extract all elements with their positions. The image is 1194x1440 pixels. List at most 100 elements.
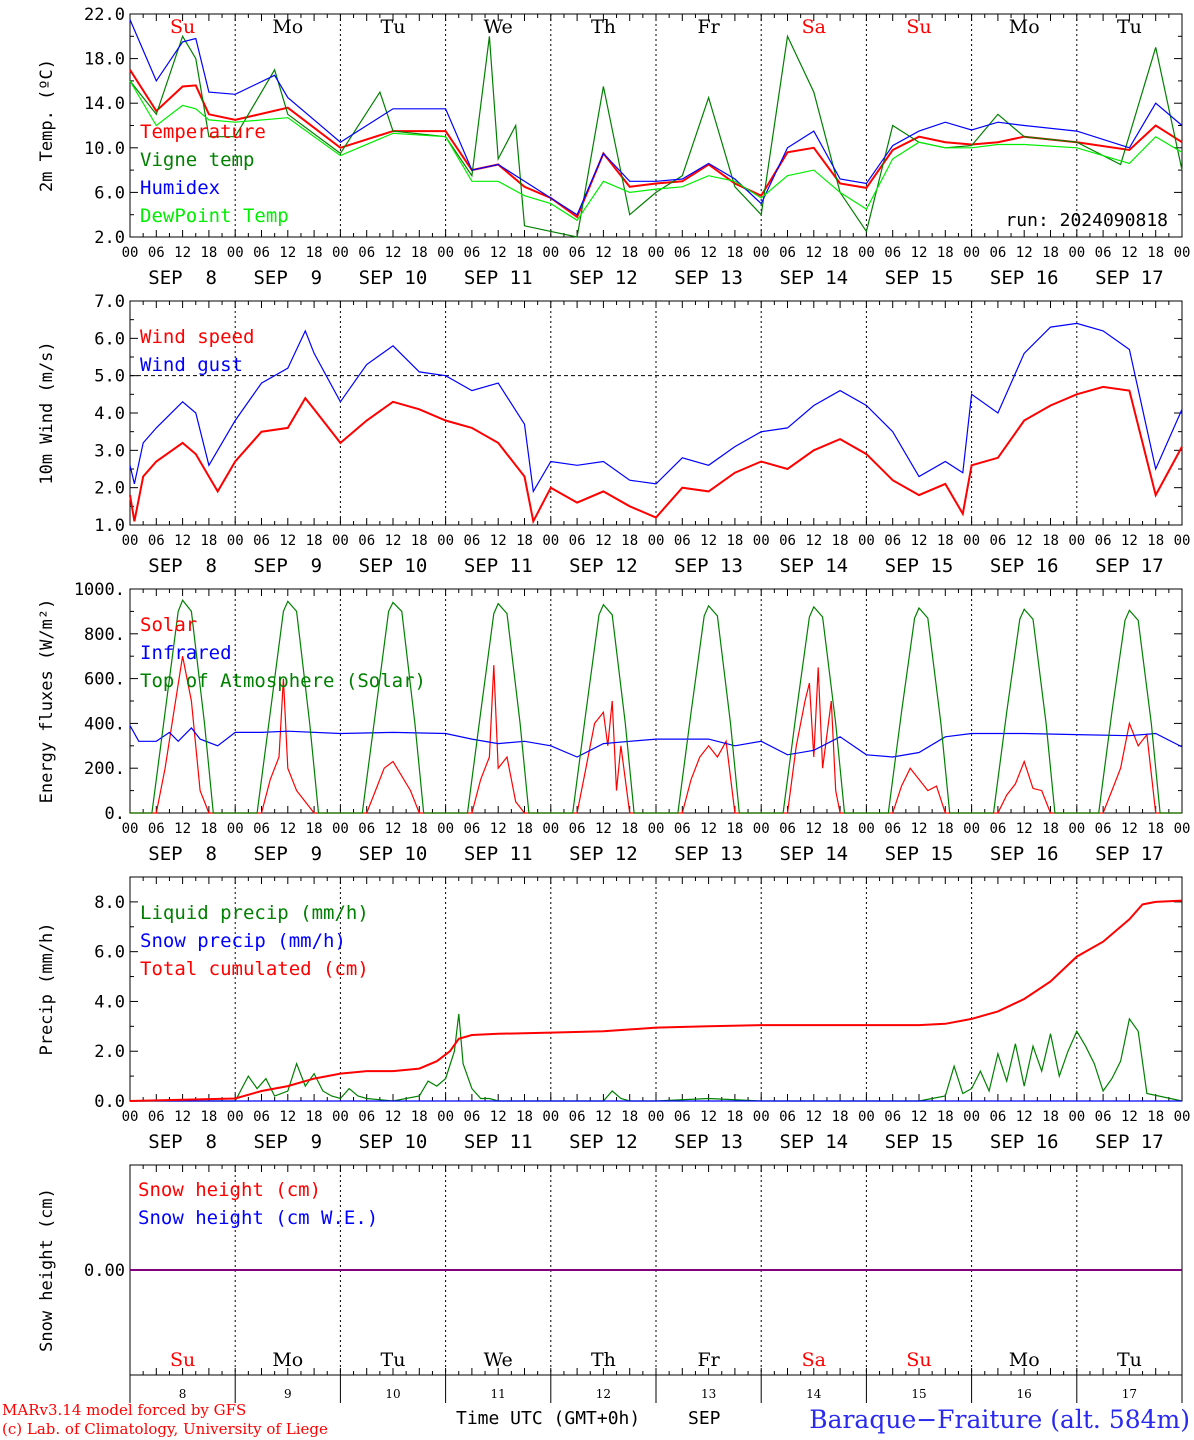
date-label: SEP 16	[990, 1131, 1059, 1153]
hour-label: 00	[437, 245, 454, 261]
day-name-bottom: Tu	[1117, 1349, 1142, 1371]
hour-label: 00	[648, 533, 665, 549]
y-tick-label: 800.	[84, 625, 125, 645]
date-label: SEP 16	[990, 843, 1059, 865]
y-tick-label: 0.	[105, 804, 125, 824]
day-number: 8	[179, 1387, 187, 1401]
day-name-bottom: Su	[906, 1349, 931, 1371]
hour-label: 12	[490, 1109, 507, 1125]
hour-label: 06	[569, 1109, 586, 1125]
legend-entry: Wind gust	[140, 354, 243, 376]
hour-label: 06	[253, 1109, 270, 1125]
date-label: SEP 15	[885, 555, 954, 577]
y-tick-label: 200.	[84, 759, 125, 779]
legend-entry: Total cumulated (cm)	[140, 958, 369, 980]
date-label: SEP 11	[464, 843, 533, 865]
hour-label: 18	[937, 533, 954, 549]
date-label: SEP 11	[464, 1131, 533, 1153]
series-line-3	[130, 599, 1182, 814]
y-tick-label: 10.0	[84, 139, 125, 159]
hour-label: 18	[832, 1109, 849, 1125]
hour-label: 12	[911, 245, 928, 261]
hour-label: 18	[516, 533, 533, 549]
model-credit: MARv3.14 model forced by GFS	[2, 1401, 246, 1419]
hour-label: 00	[1174, 245, 1191, 261]
hour-label: 12	[174, 245, 191, 261]
y-tick-label: 0.0	[94, 1092, 125, 1112]
hour-label: 12	[385, 533, 402, 549]
date-label: SEP 14	[779, 843, 848, 865]
hour-label: 18	[306, 1109, 323, 1125]
day-name-bottom: Tu	[381, 1349, 406, 1371]
hour-label: 12	[490, 533, 507, 549]
day-name-top: Fr	[697, 16, 720, 38]
y-tick-label: 4.0	[94, 404, 125, 424]
day-name-bottom: Mo	[1009, 1349, 1040, 1371]
hour-label: 12	[805, 245, 822, 261]
lab-credit: (c) Lab. of Climatology, University of L…	[2, 1420, 328, 1438]
hour-label: 18	[937, 245, 954, 261]
hour-label: 12	[174, 1109, 191, 1125]
date-label: SEP 16	[990, 267, 1059, 289]
day-name-top: Th	[591, 16, 616, 38]
panel-3: 0. 200. 400. 600. 800. 1000. Energy fluxes (W/…	[37, 580, 1190, 865]
hour-label: 18	[832, 533, 849, 549]
date-label: SEP 8	[148, 1131, 217, 1153]
hour-label: 18	[411, 245, 428, 261]
hour-label: 12	[1016, 821, 1033, 837]
hour-label: 12	[1121, 1109, 1138, 1125]
hour-label: 18	[1147, 821, 1164, 837]
series-line-1	[129, 385, 1183, 525]
month-label: SEP	[688, 1408, 721, 1429]
legend-entry: Vigne temp	[140, 149, 254, 171]
series-line-1	[130, 1013, 1183, 1102]
hour-label: 06	[253, 245, 270, 261]
day-number: 10	[385, 1387, 400, 1401]
y-tick-label: 2.0	[94, 479, 125, 499]
hour-label: 00	[542, 821, 559, 837]
hour-label: 12	[1121, 245, 1138, 261]
date-label: SEP 10	[359, 267, 428, 289]
date-label: SEP 8	[148, 267, 217, 289]
hour-label: 12	[911, 1109, 928, 1125]
hour-label: 18	[411, 1109, 428, 1125]
hour-label: 18	[937, 821, 954, 837]
y-tick-label: 6.0	[94, 329, 125, 349]
date-label: SEP 17	[1095, 843, 1164, 865]
hour-label: 12	[385, 821, 402, 837]
hour-label: 06	[569, 245, 586, 261]
y-tick-label: 8.0	[94, 893, 125, 913]
hour-label: 18	[621, 533, 638, 549]
hour-label: 12	[385, 245, 402, 261]
hour-label: 06	[358, 533, 375, 549]
hour-label: 06	[569, 821, 586, 837]
hour-label: 00	[963, 245, 980, 261]
hour-label: 00	[227, 533, 244, 549]
hour-label: 12	[490, 821, 507, 837]
legend-entry: Snow height (cm)	[138, 1179, 321, 1201]
legend-entry: Top of Atmosphere (Solar)	[140, 670, 426, 692]
hour-label: 06	[674, 245, 691, 261]
y-tick-label: 5.0	[94, 367, 125, 387]
hour-label: 12	[385, 1109, 402, 1125]
hour-label: 00	[858, 1109, 875, 1125]
day-name-bottom: Th	[591, 1349, 616, 1371]
hour-label: 00	[648, 245, 665, 261]
day-name-top: Su	[170, 16, 195, 38]
hour-label: 12	[911, 821, 928, 837]
y-tick-label: 3.0	[94, 441, 125, 461]
hour-label: 00	[963, 821, 980, 837]
hour-label: 18	[726, 245, 743, 261]
legend-entry: Infrared	[140, 642, 232, 664]
date-label: SEP 10	[359, 843, 428, 865]
hour-label: 00	[1174, 821, 1191, 837]
y-tick-label: 400.	[84, 714, 125, 734]
hour-label: 18	[621, 245, 638, 261]
legend-entry: Solar	[140, 614, 197, 636]
date-label: SEP 13	[674, 267, 743, 289]
legend-entry: Snow precip (mm/h)	[140, 930, 346, 952]
date-label: SEP 16	[990, 555, 1059, 577]
y-axis-label: 2m Temp. (ºC)	[37, 59, 57, 192]
day-name-top: We	[484, 16, 513, 38]
